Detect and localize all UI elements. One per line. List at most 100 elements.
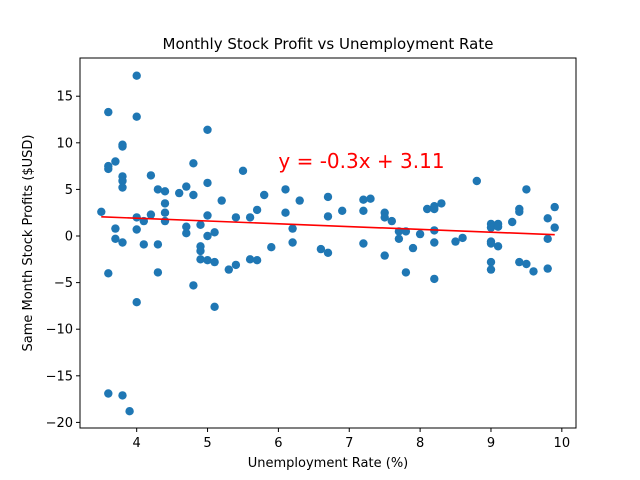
data-point bbox=[288, 224, 297, 233]
data-point bbox=[196, 220, 205, 229]
data-point bbox=[529, 267, 538, 276]
data-point bbox=[132, 225, 141, 234]
data-point bbox=[203, 256, 212, 265]
data-point bbox=[486, 239, 496, 248]
data-point bbox=[189, 159, 198, 168]
x-axis-label: Unemployment Rate (%) bbox=[248, 456, 409, 471]
data-point bbox=[224, 265, 233, 274]
data-point bbox=[550, 202, 559, 212]
data-point bbox=[182, 229, 191, 238]
data-point bbox=[139, 240, 148, 249]
data-point bbox=[189, 190, 198, 200]
data-point bbox=[493, 222, 503, 231]
data-point bbox=[543, 214, 552, 223]
y-tick-label: −10 bbox=[46, 323, 73, 338]
data-point bbox=[550, 223, 559, 232]
y-tick-label: −5 bbox=[54, 276, 73, 291]
regression-line bbox=[101, 216, 555, 236]
data-point bbox=[160, 216, 170, 226]
data-point bbox=[245, 213, 255, 222]
data-point bbox=[323, 248, 333, 257]
data-point bbox=[245, 255, 255, 264]
data-point bbox=[104, 269, 113, 278]
data-point bbox=[238, 166, 248, 175]
chart-title: Monthly Stock Profit vs Unemployment Rat… bbox=[163, 35, 494, 53]
x-tick-label: 10 bbox=[554, 436, 571, 451]
data-point bbox=[359, 195, 368, 204]
data-point bbox=[401, 268, 411, 277]
data-point bbox=[295, 196, 304, 205]
y-tick-label: 0 bbox=[65, 230, 73, 245]
x-axis: 4 5 6 7 8 9 10 bbox=[133, 428, 571, 451]
data-point bbox=[203, 211, 212, 220]
data-point bbox=[380, 251, 389, 260]
y-tick-label: 15 bbox=[56, 90, 73, 105]
data-point bbox=[231, 260, 241, 270]
y-tick-label: 10 bbox=[56, 136, 73, 151]
data-point bbox=[153, 185, 163, 194]
y-axis-label: Same Month Stock Profits ($USD) bbox=[21, 134, 36, 351]
data-point bbox=[423, 204, 432, 214]
data-point bbox=[472, 176, 481, 186]
data-point bbox=[160, 187, 170, 196]
data-point bbox=[182, 182, 191, 191]
data-point bbox=[260, 190, 269, 200]
regression-equation-label: y = -0.3x + 3.11 bbox=[278, 149, 444, 173]
data-point bbox=[189, 281, 198, 290]
data-point bbox=[252, 256, 262, 265]
data-point bbox=[118, 176, 127, 186]
data-point bbox=[118, 142, 127, 151]
data-point bbox=[182, 222, 191, 231]
y-tick-label: 5 bbox=[65, 183, 73, 198]
data-point bbox=[111, 234, 120, 243]
y-tick-label: −20 bbox=[46, 416, 73, 431]
data-point bbox=[132, 112, 141, 121]
x-tick-label: 8 bbox=[416, 436, 424, 451]
data-point bbox=[338, 206, 347, 215]
data-point bbox=[132, 71, 141, 80]
data-point bbox=[323, 192, 333, 202]
data-point bbox=[160, 208, 170, 217]
data-point bbox=[508, 217, 517, 227]
data-point bbox=[196, 255, 205, 264]
data-point bbox=[203, 231, 212, 241]
data-point bbox=[118, 183, 127, 192]
data-point bbox=[543, 264, 552, 273]
data-point bbox=[153, 268, 163, 277]
data-point bbox=[146, 210, 156, 219]
data-point bbox=[458, 233, 467, 243]
data-point bbox=[111, 224, 120, 233]
data-point bbox=[210, 302, 219, 311]
data-point bbox=[451, 237, 460, 246]
data-point bbox=[153, 240, 163, 249]
x-tick-label: 5 bbox=[203, 436, 211, 451]
data-point bbox=[486, 265, 496, 274]
data-point bbox=[111, 157, 120, 166]
data-point bbox=[210, 228, 219, 237]
data-point bbox=[118, 238, 127, 247]
x-tick-label: 7 bbox=[345, 436, 353, 451]
data-point bbox=[203, 178, 212, 188]
data-point bbox=[359, 239, 368, 248]
data-point bbox=[160, 199, 170, 208]
data-point bbox=[217, 196, 226, 205]
data-point bbox=[387, 216, 396, 226]
data-point bbox=[231, 213, 241, 222]
x-tick-label: 4 bbox=[133, 436, 141, 451]
data-point bbox=[316, 244, 326, 254]
data-point bbox=[252, 205, 262, 215]
data-point bbox=[522, 185, 531, 194]
data-point bbox=[394, 234, 404, 243]
data-point bbox=[203, 125, 212, 134]
data-point bbox=[175, 188, 184, 198]
data-point bbox=[543, 234, 552, 243]
data-point bbox=[430, 274, 439, 284]
data-point bbox=[323, 212, 333, 221]
data-point bbox=[515, 257, 524, 267]
data-point bbox=[437, 199, 446, 208]
plot-area bbox=[97, 71, 559, 416]
data-point bbox=[132, 298, 141, 307]
data-point bbox=[486, 223, 496, 232]
